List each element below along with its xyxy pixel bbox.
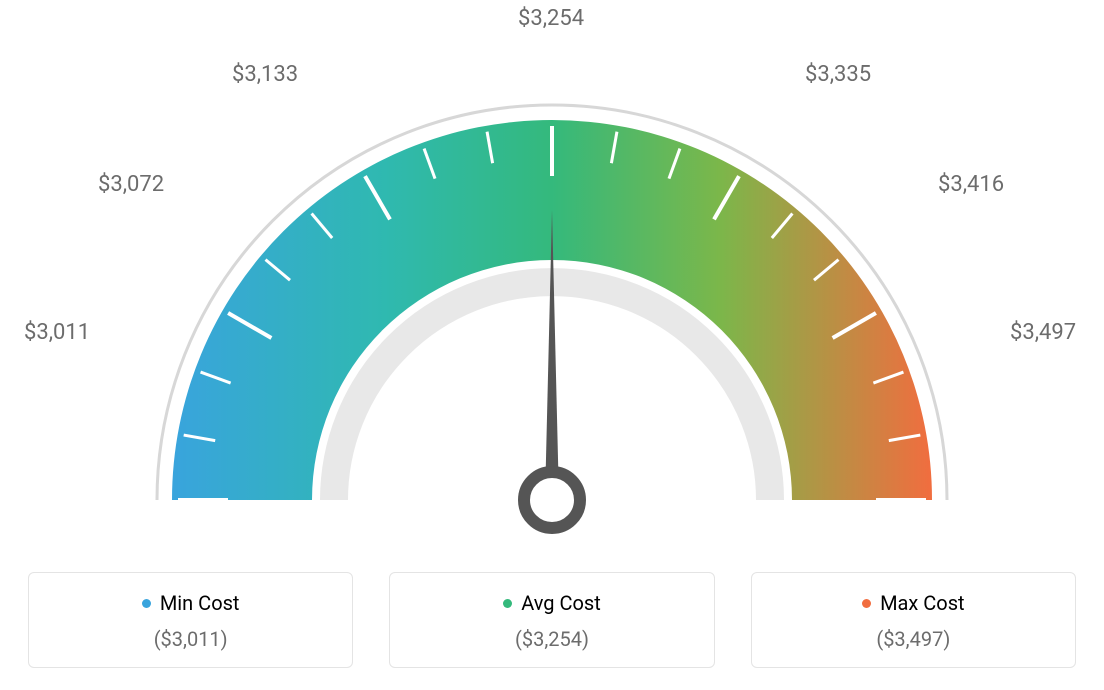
dot-icon xyxy=(503,599,512,608)
tick-label-0: $3,011 xyxy=(24,320,90,345)
legend-max-label: Max Cost xyxy=(880,591,965,615)
tick-label-5: $3,416 xyxy=(938,172,1004,197)
legend-min-label: Min Cost xyxy=(160,591,240,615)
legend-card-min: Min Cost ($3,011) xyxy=(28,572,353,668)
dot-icon xyxy=(142,599,151,608)
legend-avg-value: ($3,254) xyxy=(400,627,703,651)
tick-label-4: $3,335 xyxy=(805,62,871,87)
legend-max-value: ($3,497) xyxy=(762,627,1065,651)
dot-icon xyxy=(862,599,871,608)
cost-gauge-chart: $3,011 $3,072 $3,133 $3,254 $3,335 $3,41… xyxy=(0,0,1104,690)
legend-row: Min Cost ($3,011) Avg Cost ($3,254) Max … xyxy=(28,572,1076,668)
legend-card-avg: Avg Cost ($3,254) xyxy=(389,572,714,668)
tick-label-6: $3,497 xyxy=(1010,320,1076,345)
legend-avg-label: Avg Cost xyxy=(521,591,601,615)
legend-title-avg: Avg Cost xyxy=(503,591,601,615)
legend-title-max: Max Cost xyxy=(862,591,965,615)
legend-card-max: Max Cost ($3,497) xyxy=(751,572,1076,668)
tick-label-1: $3,072 xyxy=(98,172,164,197)
legend-title-min: Min Cost xyxy=(142,591,240,615)
tick-label-2: $3,133 xyxy=(232,62,298,87)
tick-label-3: $3,254 xyxy=(518,6,584,31)
legend-min-value: ($3,011) xyxy=(39,627,342,651)
gauge-area: $3,011 $3,072 $3,133 $3,254 $3,335 $3,41… xyxy=(0,0,1104,560)
gauge-svg xyxy=(102,40,1002,560)
